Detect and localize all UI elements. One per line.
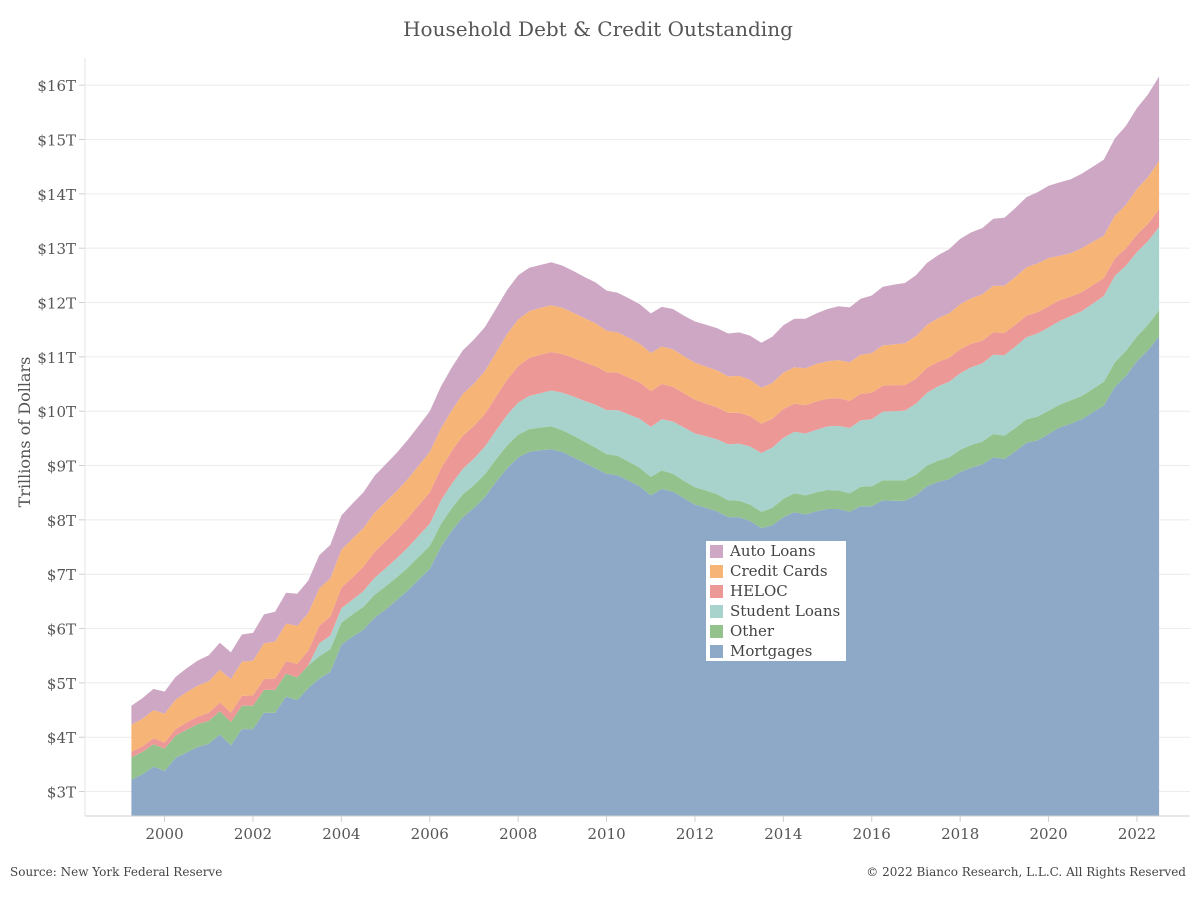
x-tick-label: 2014 [764,825,802,843]
y-tick-label: $12T [37,295,76,313]
chart-title: Household Debt & Credit Outstanding [403,17,793,41]
legend-item-mortgages: Mortgages [706,641,812,661]
y-tick-label: $11T [37,349,76,367]
y-tick-label: $15T [37,132,76,150]
y-tick-label: $8T [47,512,76,530]
legend-swatch [710,584,723,598]
area-mortgages [131,336,1160,816]
legend-swatch [710,544,723,558]
legend-label: Mortgages [730,642,813,660]
y-tick-label: $13T [37,240,76,258]
y-tick-label: $14T [37,186,76,204]
legend-item-auto-loans: Auto Loans [706,541,816,561]
x-tick-label: 2008 [499,825,537,843]
y-tick-label: $6T [47,621,76,639]
legend-item-student-loans: Student Loans [706,601,840,621]
stacked-area-chart: $3T $4T $5T $6T $7T $8T $9T $10T $11T $12T $13T $14… [15,58,1190,843]
legend-swatch [710,644,723,658]
x-tick-label: 2022 [1118,825,1156,843]
y-tick-label: $16T [37,77,76,95]
y-tick-label: $3T [47,784,76,802]
legend-label: Other [730,622,775,640]
legend-label: Student Loans [730,602,841,620]
x-tick-label: 2020 [1029,825,1067,843]
x-tick-label: 2012 [676,825,714,843]
x-tick-label: 2006 [411,825,449,843]
legend-label: Credit Cards [730,562,828,580]
x-tick-label: 2016 [853,825,891,843]
legend-swatch [710,564,723,578]
axes: $3T $4T $5T $6T $7T $8T $9T $10T $11T $12T $13T $14… [15,58,1190,843]
y-tick-label: $4T [47,729,76,747]
legend-label: Auto Loans [730,542,816,560]
legend-label: HELOC [730,582,788,600]
y-tick-label: $10T [37,403,76,421]
area-series [131,76,1160,816]
legend-item-credit-cards: Credit Cards [706,561,828,581]
legend-item-heloc: HELOC [706,581,788,601]
x-tick-label: 2010 [587,825,625,843]
y-axis-title: Trillions of Dollars [15,357,34,508]
y-tick-label: $5T [47,675,76,693]
legend: Auto Loans Credit Cards HELOC Student Loans… [706,541,846,661]
area-credit-cards [131,160,1160,752]
legend-swatch [710,604,723,618]
copyright-note: © 2022 Bianco Research, L.L.C. All Right… [866,865,1186,879]
legend-item-other: Other [706,621,774,641]
source-note: Source: New York Federal Reserve [10,865,223,879]
x-tick-label: 2004 [322,825,360,843]
x-tick-label: 2018 [941,825,979,843]
x-tick-label: 2002 [234,825,272,843]
legend-swatch [710,624,723,638]
y-tick-label: $7T [47,566,76,584]
x-tick-label: 2000 [145,825,183,843]
area-other [131,310,1160,780]
area-auto-loans [131,76,1160,725]
y-tick-label: $9T [47,458,76,476]
